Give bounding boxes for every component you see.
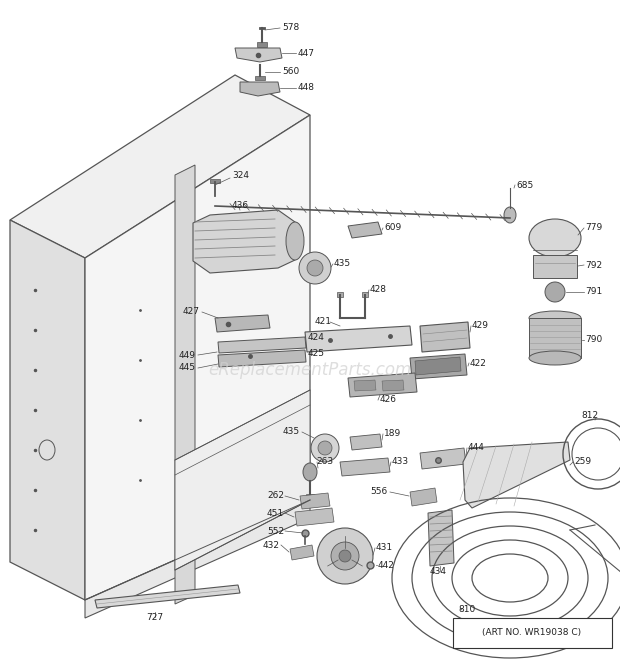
Text: 685: 685 [516, 180, 533, 190]
Polygon shape [290, 545, 314, 560]
Text: 324: 324 [232, 171, 249, 180]
Polygon shape [210, 179, 220, 183]
Text: 447: 447 [298, 48, 315, 58]
Polygon shape [193, 210, 295, 273]
Text: 556: 556 [371, 488, 388, 496]
Polygon shape [340, 458, 390, 476]
Circle shape [311, 434, 339, 462]
Polygon shape [10, 75, 310, 258]
Polygon shape [350, 434, 382, 450]
Text: 263: 263 [316, 457, 333, 467]
Polygon shape [533, 255, 577, 278]
Text: 259: 259 [574, 457, 591, 467]
Polygon shape [215, 315, 270, 332]
Polygon shape [420, 322, 470, 352]
Text: 791: 791 [585, 288, 602, 297]
Text: 435: 435 [334, 260, 351, 268]
Polygon shape [10, 220, 85, 600]
Polygon shape [415, 357, 461, 375]
Text: 779: 779 [585, 223, 602, 233]
Circle shape [307, 260, 323, 276]
Text: 810: 810 [458, 605, 476, 615]
Polygon shape [348, 373, 417, 397]
Polygon shape [463, 442, 570, 508]
Text: 444: 444 [468, 444, 485, 453]
Text: 428: 428 [370, 286, 387, 295]
Text: 727: 727 [146, 613, 164, 623]
Polygon shape [95, 585, 240, 608]
Polygon shape [85, 500, 310, 618]
Text: 427: 427 [183, 307, 200, 317]
Text: 262: 262 [267, 492, 284, 500]
Polygon shape [235, 48, 282, 62]
Circle shape [331, 542, 359, 570]
Circle shape [318, 441, 332, 455]
Ellipse shape [303, 463, 317, 481]
Text: 424: 424 [308, 332, 325, 342]
Text: 436: 436 [232, 200, 249, 210]
Polygon shape [428, 510, 454, 566]
Polygon shape [240, 82, 280, 96]
Text: 792: 792 [585, 260, 602, 270]
Text: 451: 451 [267, 508, 284, 518]
Polygon shape [337, 292, 343, 297]
Circle shape [339, 550, 351, 562]
Polygon shape [300, 493, 330, 509]
Text: 445: 445 [179, 364, 196, 373]
Text: 609: 609 [384, 223, 401, 233]
Ellipse shape [504, 207, 516, 223]
Text: 449: 449 [179, 350, 196, 360]
Circle shape [299, 252, 331, 284]
Ellipse shape [529, 311, 581, 325]
Circle shape [545, 282, 565, 302]
Text: 552: 552 [267, 527, 284, 535]
Polygon shape [362, 292, 368, 297]
Polygon shape [305, 326, 412, 352]
Ellipse shape [529, 219, 581, 257]
Polygon shape [257, 42, 267, 47]
Polygon shape [255, 76, 265, 80]
Text: 425: 425 [308, 350, 325, 358]
Ellipse shape [529, 351, 581, 365]
Text: 435: 435 [283, 428, 300, 436]
Polygon shape [175, 165, 195, 604]
Text: 560: 560 [282, 67, 299, 77]
Polygon shape [354, 380, 376, 391]
Text: 434: 434 [430, 568, 446, 576]
Polygon shape [382, 380, 404, 391]
Circle shape [317, 528, 373, 584]
Text: 432: 432 [263, 541, 280, 549]
Text: 426: 426 [380, 395, 397, 405]
Polygon shape [410, 488, 437, 506]
Text: 189: 189 [384, 430, 401, 438]
Polygon shape [420, 448, 466, 469]
Text: 812: 812 [582, 410, 598, 420]
Text: 448: 448 [298, 83, 315, 93]
Polygon shape [85, 115, 310, 600]
Polygon shape [218, 337, 306, 353]
Polygon shape [410, 354, 467, 379]
Text: (ART NO. WR19038 C): (ART NO. WR19038 C) [482, 629, 582, 637]
Text: 429: 429 [472, 321, 489, 330]
Text: 442: 442 [378, 561, 395, 570]
Polygon shape [348, 222, 382, 238]
Polygon shape [175, 390, 310, 570]
FancyBboxPatch shape [453, 618, 612, 648]
Text: 421: 421 [315, 317, 332, 327]
Polygon shape [218, 350, 306, 367]
Text: 422: 422 [470, 358, 487, 368]
Text: 790: 790 [585, 336, 602, 344]
Polygon shape [295, 508, 334, 526]
Polygon shape [529, 318, 581, 358]
Ellipse shape [286, 222, 304, 260]
Text: 433: 433 [392, 457, 409, 467]
Text: eReplacementParts.com: eReplacementParts.com [208, 361, 412, 379]
Text: 431: 431 [376, 543, 393, 553]
Polygon shape [306, 494, 314, 499]
Text: 578: 578 [282, 24, 299, 32]
